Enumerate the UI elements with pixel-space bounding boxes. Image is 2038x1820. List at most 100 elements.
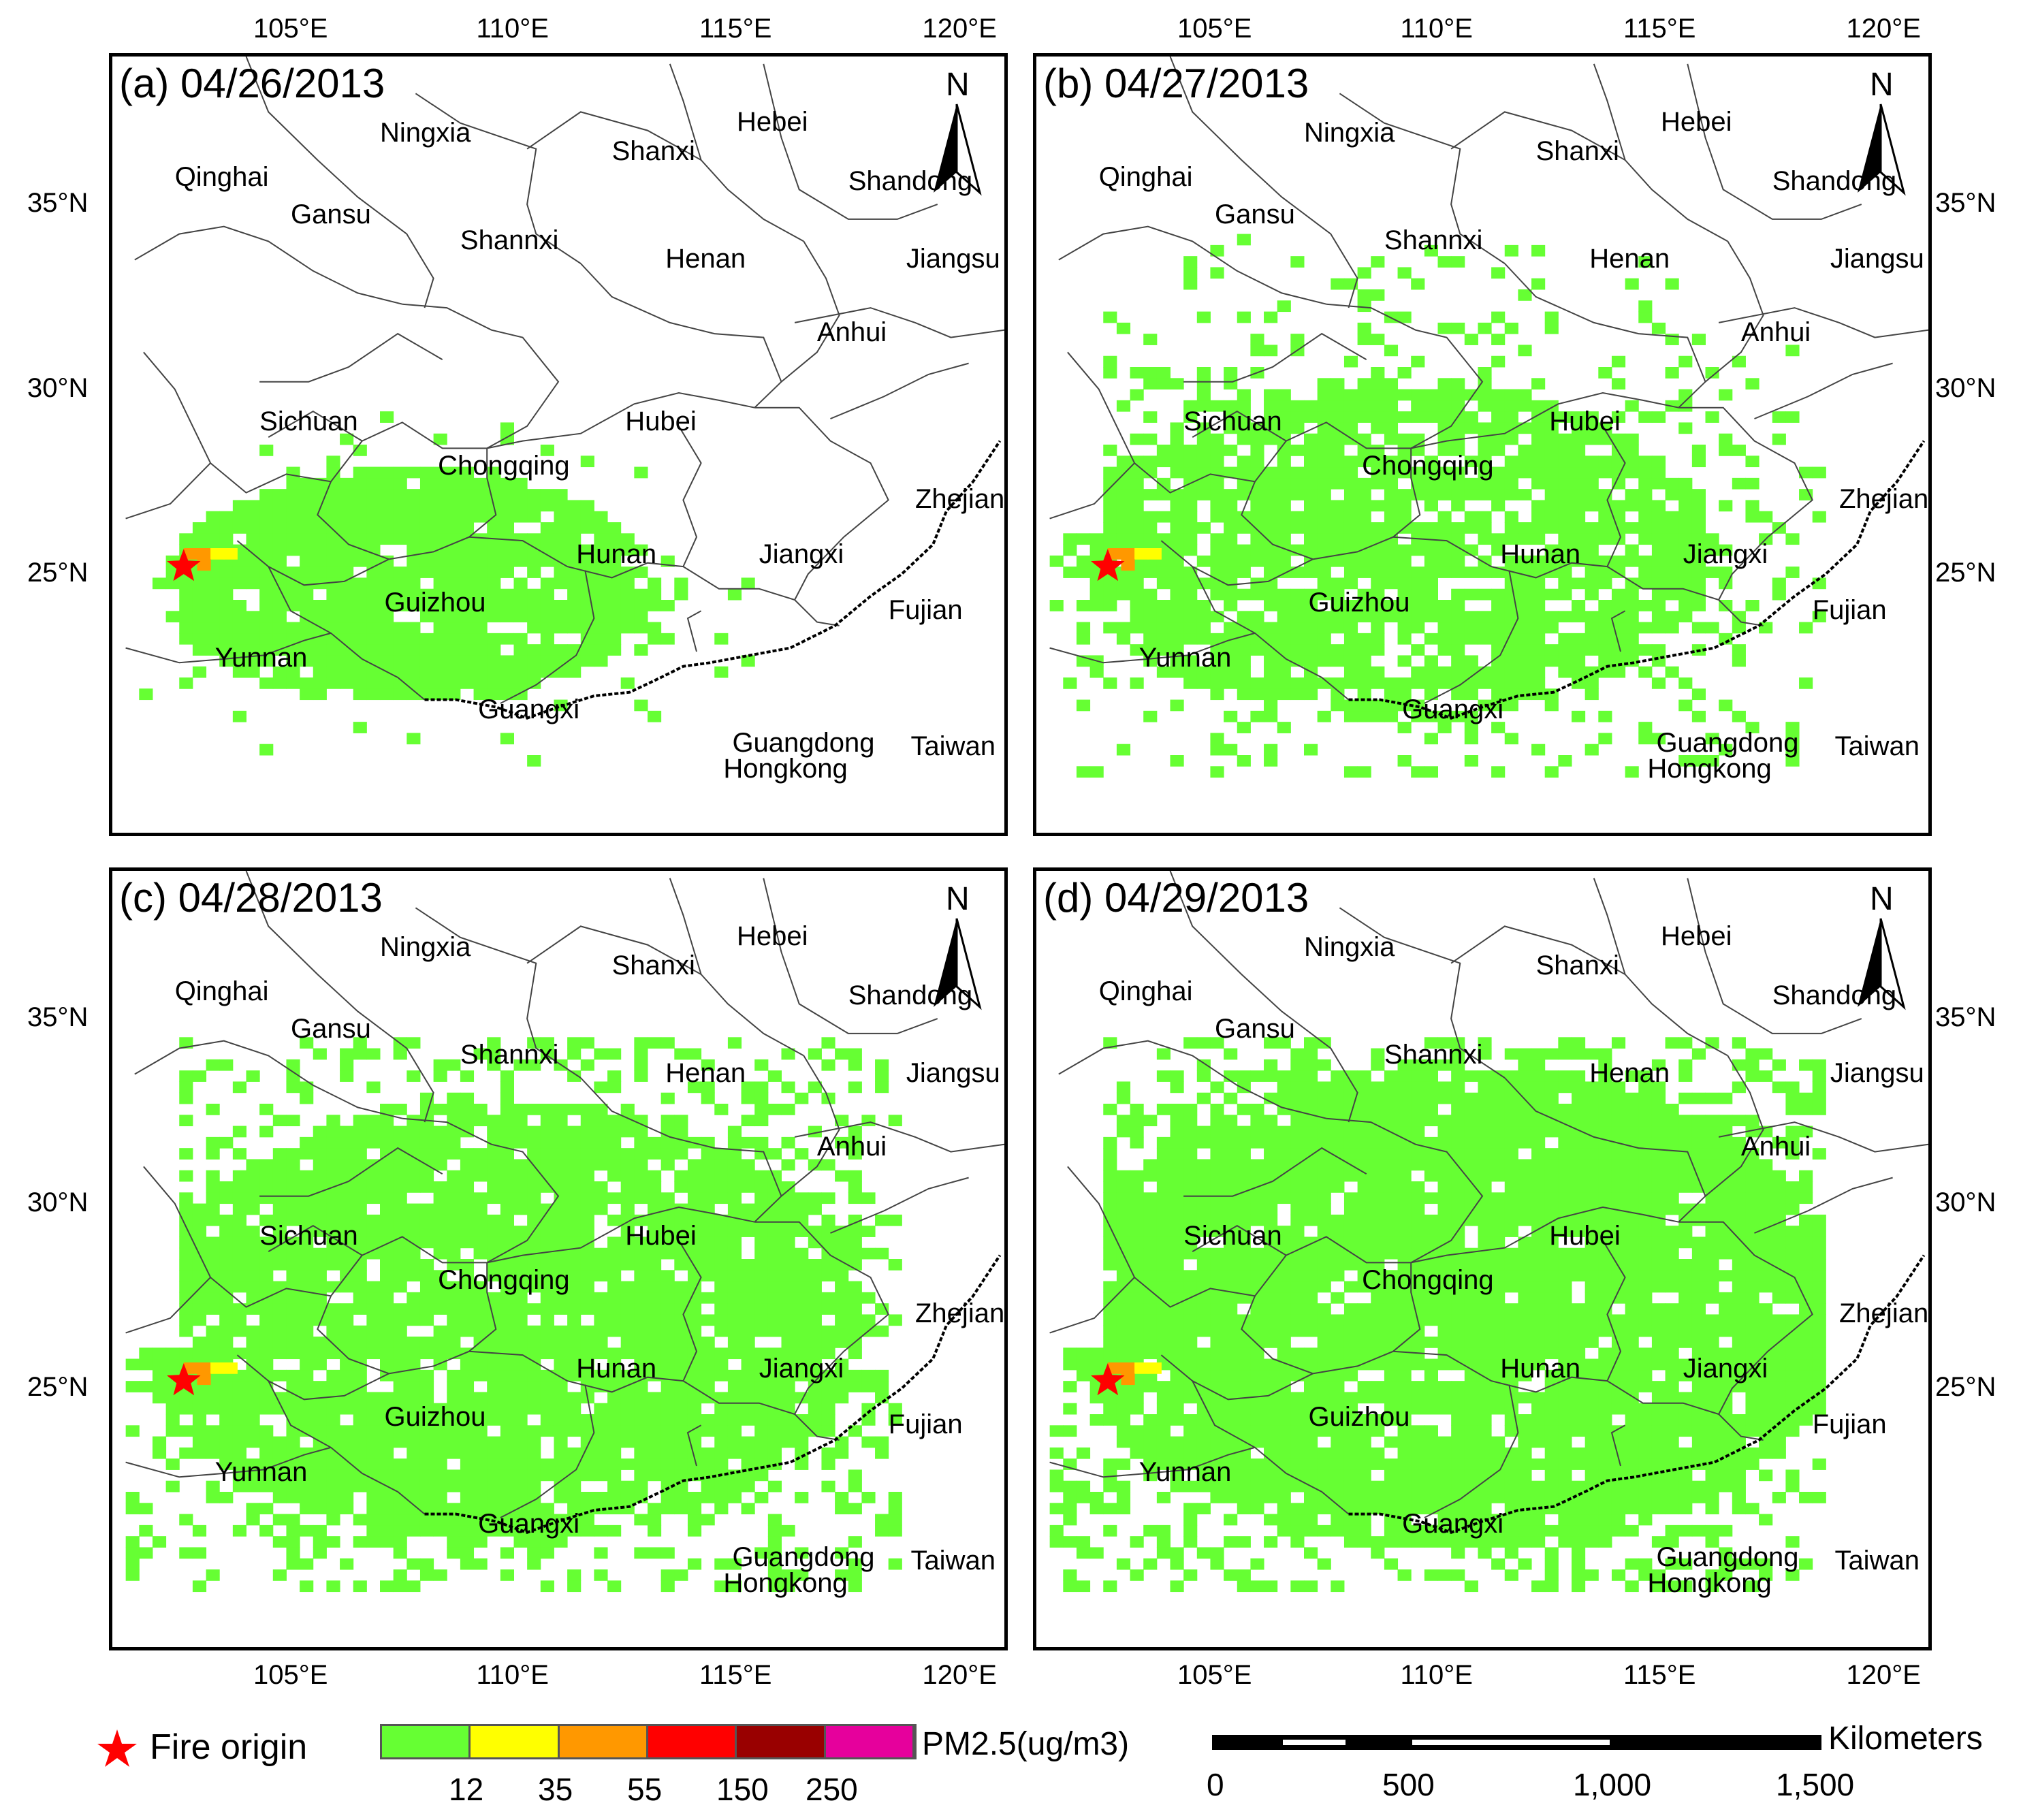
pm-cell	[219, 511, 234, 523]
pm-cell	[340, 1392, 354, 1404]
pm-cell	[1638, 622, 1653, 634]
pm-cell	[1331, 699, 1345, 712]
pm-cell	[1237, 1214, 1251, 1226]
pm-cell	[1103, 355, 1117, 368]
pm-cell	[1089, 1358, 1104, 1371]
pm-cell	[1678, 588, 1693, 601]
pm-cell	[781, 1569, 795, 1581]
pm-cell	[1331, 1226, 1345, 1237]
pm-cell	[192, 622, 207, 634]
pm-cell	[1745, 511, 1760, 523]
pm-cell	[767, 1547, 782, 1559]
pm-cell	[340, 1347, 354, 1360]
pm-cell	[1210, 1125, 1224, 1138]
pm-cell	[1558, 533, 1572, 545]
pm-cell	[1237, 588, 1251, 601]
panel-title: (b) 04/27/2013	[1043, 61, 1309, 106]
province-boundary	[125, 351, 212, 520]
pm-cell	[1156, 1337, 1171, 1348]
pm-cell	[259, 600, 274, 611]
province-boundary	[686, 610, 702, 652]
pm-cell	[473, 1159, 488, 1171]
pm-cell	[1464, 588, 1478, 601]
pm-cell	[607, 522, 622, 534]
pm-cell	[714, 1170, 729, 1182]
pm-cell	[648, 600, 662, 611]
pm-cell	[1451, 1104, 1465, 1115]
pm-cell	[1678, 522, 1693, 534]
fire-origin-star-icon	[167, 1363, 201, 1396]
pm-cell	[1357, 1148, 1371, 1160]
pm-cell	[259, 533, 274, 545]
pm-cell	[674, 1259, 688, 1271]
pm-cell	[554, 489, 568, 500]
pm-cell	[1277, 1292, 1291, 1304]
pm-cell	[1424, 666, 1438, 678]
pm-cell	[1130, 1214, 1144, 1226]
pm-cell	[407, 544, 421, 556]
pm-cell	[246, 633, 260, 645]
pm-cell	[808, 1259, 822, 1271]
pm-cell	[767, 1524, 782, 1537]
pm-cell	[620, 1236, 635, 1249]
pm-cell	[366, 600, 381, 611]
pm-cell	[460, 1203, 475, 1215]
pm-cell	[1437, 1458, 1452, 1470]
pm-cell	[300, 1236, 314, 1249]
pm-cell	[1424, 588, 1438, 601]
pm-cell	[152, 1536, 167, 1548]
pm-cell	[366, 555, 381, 567]
pm-cell	[1397, 655, 1412, 667]
pm-cell	[1331, 1458, 1345, 1470]
pm-cell	[380, 1159, 394, 1171]
pm-cell	[1331, 1247, 1345, 1260]
pm-cell	[380, 1492, 394, 1503]
pm-cell	[1304, 1059, 1318, 1071]
pm-cell	[1237, 555, 1251, 567]
pm-cell	[1691, 622, 1706, 634]
pm-cell	[1397, 1358, 1412, 1371]
pm-cell	[620, 1414, 635, 1426]
pm-cell	[407, 1524, 421, 1537]
pm-cell	[1397, 1148, 1412, 1160]
pm-cell	[1237, 1580, 1251, 1593]
pm-cell	[380, 1115, 394, 1127]
pm-cell	[1357, 588, 1371, 601]
pm-cell	[192, 522, 207, 534]
pm-cell	[1290, 1214, 1305, 1226]
pm-cell	[272, 511, 287, 523]
pm-cell	[1384, 1292, 1399, 1304]
map-canvas	[125, 871, 1004, 1593]
pm-cell	[1585, 666, 1599, 678]
pm-cell	[1277, 600, 1291, 611]
pm-cell	[340, 577, 354, 590]
pm-cell	[527, 1358, 541, 1371]
pm-cell	[1224, 1292, 1238, 1304]
pm-cell	[1317, 489, 1331, 500]
pm-cell	[634, 1314, 648, 1326]
pm-cell	[1464, 477, 1478, 490]
pm-cell-high	[223, 548, 238, 560]
pm-cell	[326, 1514, 340, 1526]
pm-cell	[540, 1048, 554, 1060]
pm25-break-label: 12	[449, 1772, 484, 1807]
pm-cell	[1558, 489, 1572, 500]
pm-cell	[660, 1292, 675, 1304]
pm-cell	[1049, 1524, 1064, 1537]
pm-cell	[300, 1425, 314, 1437]
pm-cell	[1384, 1092, 1399, 1104]
pm-cell	[1156, 566, 1171, 578]
pm-cell	[1451, 533, 1465, 545]
pm-cell	[1397, 1458, 1412, 1470]
pm-cell	[701, 1358, 715, 1371]
province-boundary	[236, 540, 389, 586]
pm-cell	[1130, 1226, 1144, 1237]
pm-cell	[1304, 588, 1318, 601]
pm-cell	[1277, 1347, 1291, 1360]
pm-cell	[674, 1503, 688, 1515]
pm-cell	[460, 1192, 475, 1204]
pm-cell	[219, 522, 234, 534]
pm-cell	[1451, 544, 1465, 556]
pm-cell	[1411, 1492, 1425, 1503]
pm-cell	[594, 655, 608, 667]
